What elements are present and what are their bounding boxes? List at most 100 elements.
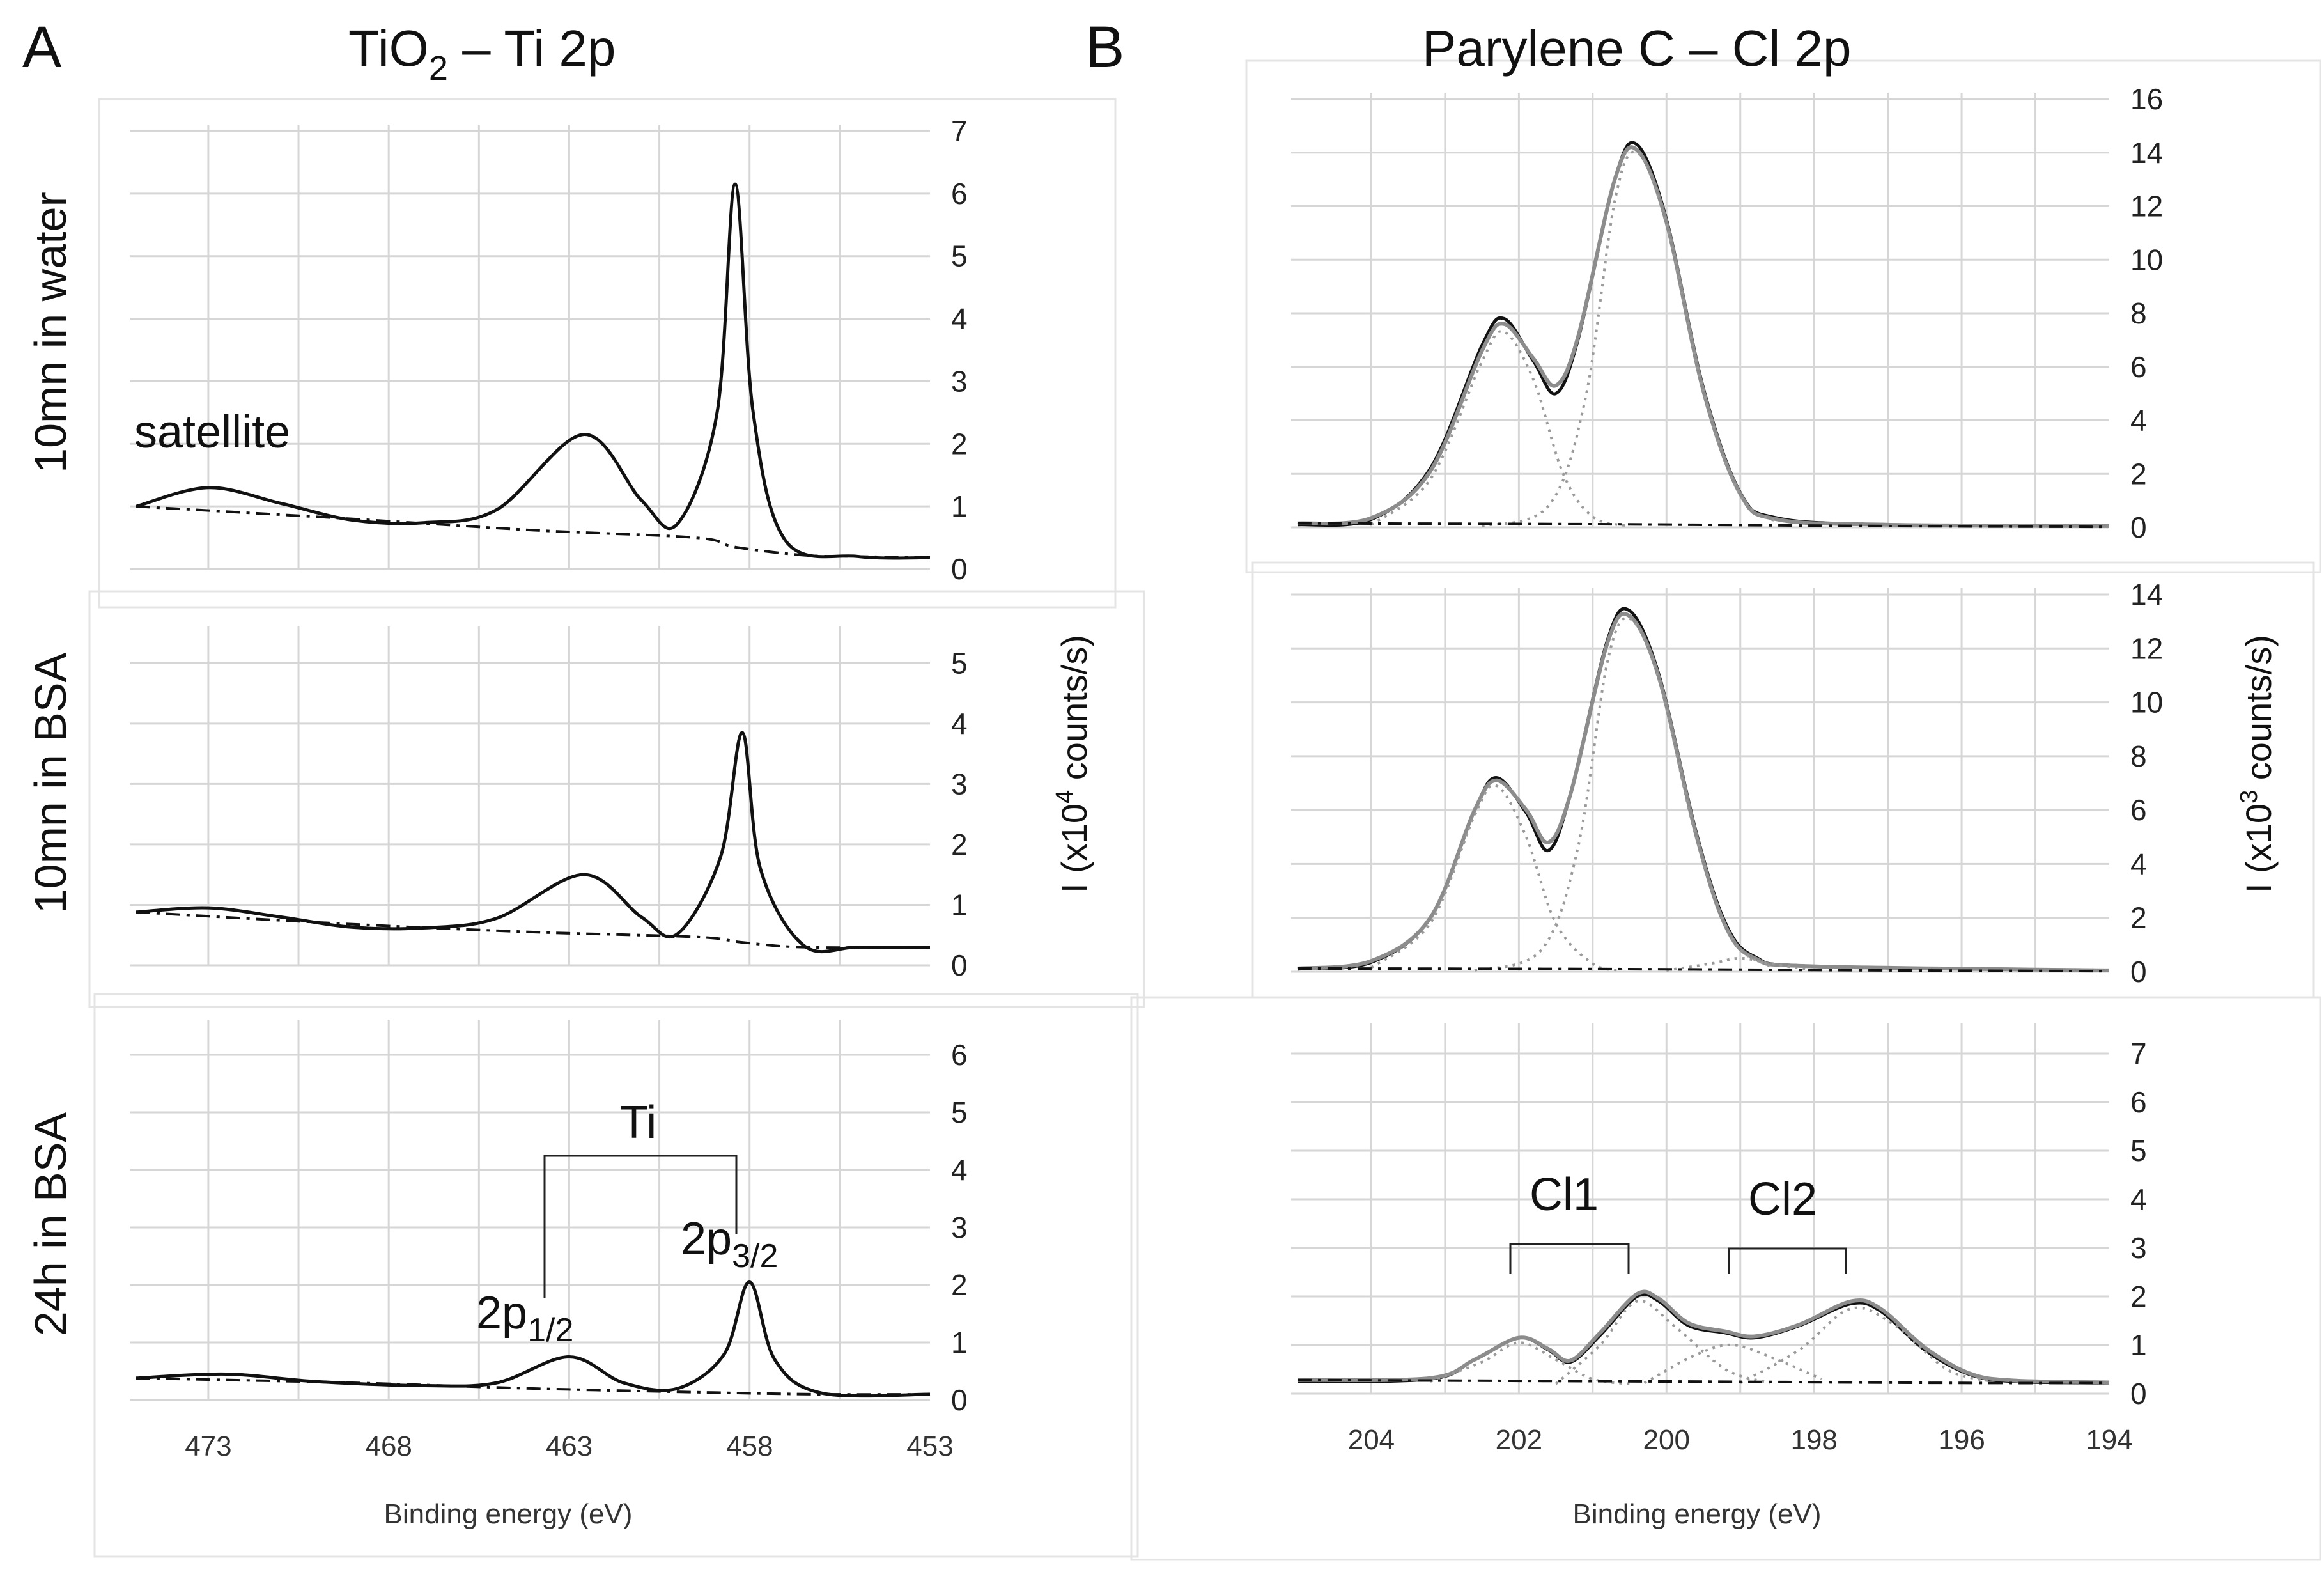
y-axis-label-b: I (x103 counts/s) [2236, 635, 2279, 893]
series-dotted-component [1643, 1343, 1822, 1385]
panel-a-title-sub: 2 [429, 49, 448, 88]
y-tick-label: 7 [2130, 1037, 2147, 1070]
y-tick-label: 5 [951, 1096, 968, 1129]
row-label-3: 24h in BSA [26, 1112, 75, 1337]
y-tick-label: 12 [2130, 190, 2163, 223]
annotation-cl1: Cl1 [1530, 1169, 1599, 1220]
y-tick-label: 1 [951, 490, 968, 523]
panel-b-title: Parylene C – Cl 2p [1422, 20, 1851, 77]
x-tick-label: 458 [726, 1431, 773, 1462]
x-tick-label: 194 [2086, 1424, 2132, 1456]
y-tick-label: 3 [2130, 1231, 2147, 1265]
y-tick-label: 14 [2130, 578, 2163, 611]
y-tick-label: 6 [951, 1038, 968, 1071]
series-solid-fit [1297, 1289, 2110, 1385]
annotation-ti: Ti [620, 1097, 656, 1148]
cl1-bracket-line [1509, 1243, 1630, 1274]
y-tick-label: 0 [2130, 1377, 2147, 1410]
frame-b3 [1130, 996, 2321, 1561]
y-tick-label: 14 [2130, 136, 2163, 169]
panel-a-title: TiO2 – Ti 2p [348, 20, 616, 88]
y-tick-label: 4 [2130, 847, 2147, 880]
annotation-2p32-sub: 3/2 [732, 1238, 778, 1275]
plot-a-water: 0 1 2 3 4 5 6 7 [130, 114, 968, 586]
cl2-bracket [1728, 1247, 1847, 1274]
y-tick-label: 4 [2130, 1183, 2147, 1216]
series-dashdot-background [1297, 1378, 2110, 1385]
series-solid-measured [1297, 607, 2110, 972]
panel-a-title-rest: – Ti 2p [448, 20, 616, 77]
y-label-b-suffix: counts/s) [2238, 635, 2279, 790]
plot-b-water: 0 2 4 6 8 10 12 14 16 [1291, 82, 2163, 544]
y-tick-label: 2 [951, 828, 968, 861]
x-tick-label: 463 [546, 1431, 593, 1462]
series-dashdot-measured [136, 910, 931, 949]
y-axis-label-a: I (x104 counts/s) [1051, 635, 1094, 893]
series-dotted-component [1430, 1341, 1630, 1385]
y-tick-label: 4 [951, 1153, 968, 1187]
panel-a-title-main: TiO [348, 20, 429, 77]
plot-a-bsa-10mn: 0 1 2 3 4 5 [130, 626, 968, 982]
y-tick-label: 4 [2130, 404, 2147, 437]
series-dotted-component [1474, 617, 1771, 972]
y-tick-label: 3 [951, 767, 968, 800]
row-label-1: 10mn in water [26, 192, 75, 473]
series-dashdot-background [1297, 522, 2110, 529]
y-tick-label: 10 [2130, 686, 2163, 719]
x-tick-label: 473 [185, 1431, 231, 1462]
y-tick-label: 3 [951, 1211, 968, 1244]
y-tick-label: 0 [2130, 955, 2147, 988]
y-tick-label: 2 [951, 427, 968, 460]
series-solid-measured [136, 182, 931, 560]
series-solid-measured [1297, 1292, 2110, 1385]
y-tick-label: 0 [951, 1383, 968, 1417]
annotation-2p32: 2p3/2 [681, 1213, 778, 1275]
series-solid-measured [136, 731, 931, 954]
x-tick-label: 204 [1348, 1424, 1395, 1456]
y-tick-label: 12 [2130, 632, 2163, 665]
y-tick-label: 5 [951, 646, 968, 680]
y-tick-label: 8 [2130, 297, 2147, 330]
x-axis-label-a: Binding energy (eV) [384, 1498, 633, 1530]
series-solid-measured [1297, 141, 2110, 528]
row-label-2: 10mn in BSA [26, 652, 75, 914]
y-label-a-prefix: I (x10 [1054, 804, 1094, 893]
y-tick-label: 1 [2130, 1328, 2147, 1362]
y-tick-label: 8 [2130, 740, 2147, 773]
x-tick-label: 200 [1643, 1424, 1690, 1456]
series-dotted-component [1482, 150, 1778, 527]
cl1-bracket [1509, 1243, 1630, 1274]
y-tick-label: 4 [951, 302, 968, 336]
panel-a-letter: A [22, 15, 62, 80]
frame-b1 [1245, 59, 2321, 573]
y-tick-label: 2 [2130, 1280, 2147, 1313]
y-tick-label: 6 [951, 177, 968, 210]
y-tick-label: 4 [951, 707, 968, 740]
annotation-2p32-main: 2p [681, 1213, 732, 1265]
x-tick-label: 196 [1938, 1424, 1985, 1456]
x-tick-label: 468 [365, 1431, 412, 1462]
y-tick-label: 7 [951, 114, 968, 148]
y-tick-label: 1 [951, 1326, 968, 1359]
y-tick-label: 0 [2130, 511, 2147, 544]
annotation-cl2: Cl2 [1748, 1174, 1817, 1225]
series-dashdot-measured [136, 505, 931, 559]
plot-b-bsa-10mn: 0 2 4 6 8 10 12 14 [1291, 578, 2163, 988]
annotation-satellite: satellite [134, 407, 290, 458]
annotation-2p12: 2p1/2 [476, 1288, 573, 1349]
y-tick-label: 5 [951, 240, 968, 273]
x-tick-label: 202 [1496, 1424, 1542, 1456]
x-tick-label: 198 [1790, 1424, 1837, 1456]
x-axis-label-b: Binding energy (eV) [1573, 1498, 1822, 1530]
series-dotted-component [1554, 1299, 1770, 1385]
annotation-2p12-main: 2p [476, 1288, 527, 1339]
x-tick-label: 453 [906, 1431, 953, 1462]
series-solid-fit [1297, 612, 2110, 972]
series-dashdot-background [1297, 967, 2110, 973]
y-tick-label: 1 [951, 888, 968, 921]
cl2-bracket-line [1728, 1247, 1847, 1274]
y-tick-label: 0 [951, 949, 968, 982]
ti-bracket-line [543, 1155, 738, 1298]
y-label-b-sup: 3 [2236, 790, 2263, 804]
